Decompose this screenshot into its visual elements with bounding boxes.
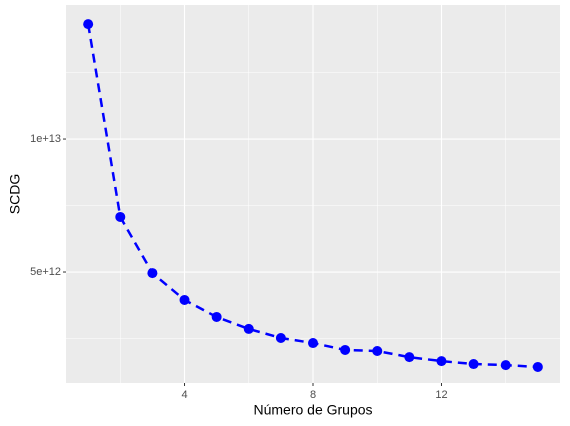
point bbox=[115, 211, 126, 222]
point bbox=[372, 346, 383, 357]
point bbox=[532, 361, 543, 372]
x-axis-title: Número de Grupos bbox=[253, 402, 372, 418]
point bbox=[308, 338, 318, 349]
x-tick-label: 4 bbox=[181, 389, 187, 401]
point bbox=[340, 344, 351, 355]
point bbox=[83, 19, 94, 30]
y-axis-title: SCDG bbox=[7, 174, 23, 214]
point bbox=[275, 332, 286, 343]
point bbox=[147, 268, 158, 279]
point bbox=[404, 352, 415, 363]
y-tick-label: 1e+13 bbox=[30, 133, 61, 145]
point bbox=[211, 311, 222, 322]
point bbox=[436, 356, 447, 367]
point bbox=[179, 294, 190, 305]
x-tick-label: 12 bbox=[435, 389, 447, 401]
point bbox=[243, 323, 254, 334]
point bbox=[500, 360, 511, 371]
point bbox=[468, 359, 479, 370]
y-tick-label: 5e+12 bbox=[30, 266, 61, 278]
x-tick-label: 8 bbox=[310, 389, 316, 401]
